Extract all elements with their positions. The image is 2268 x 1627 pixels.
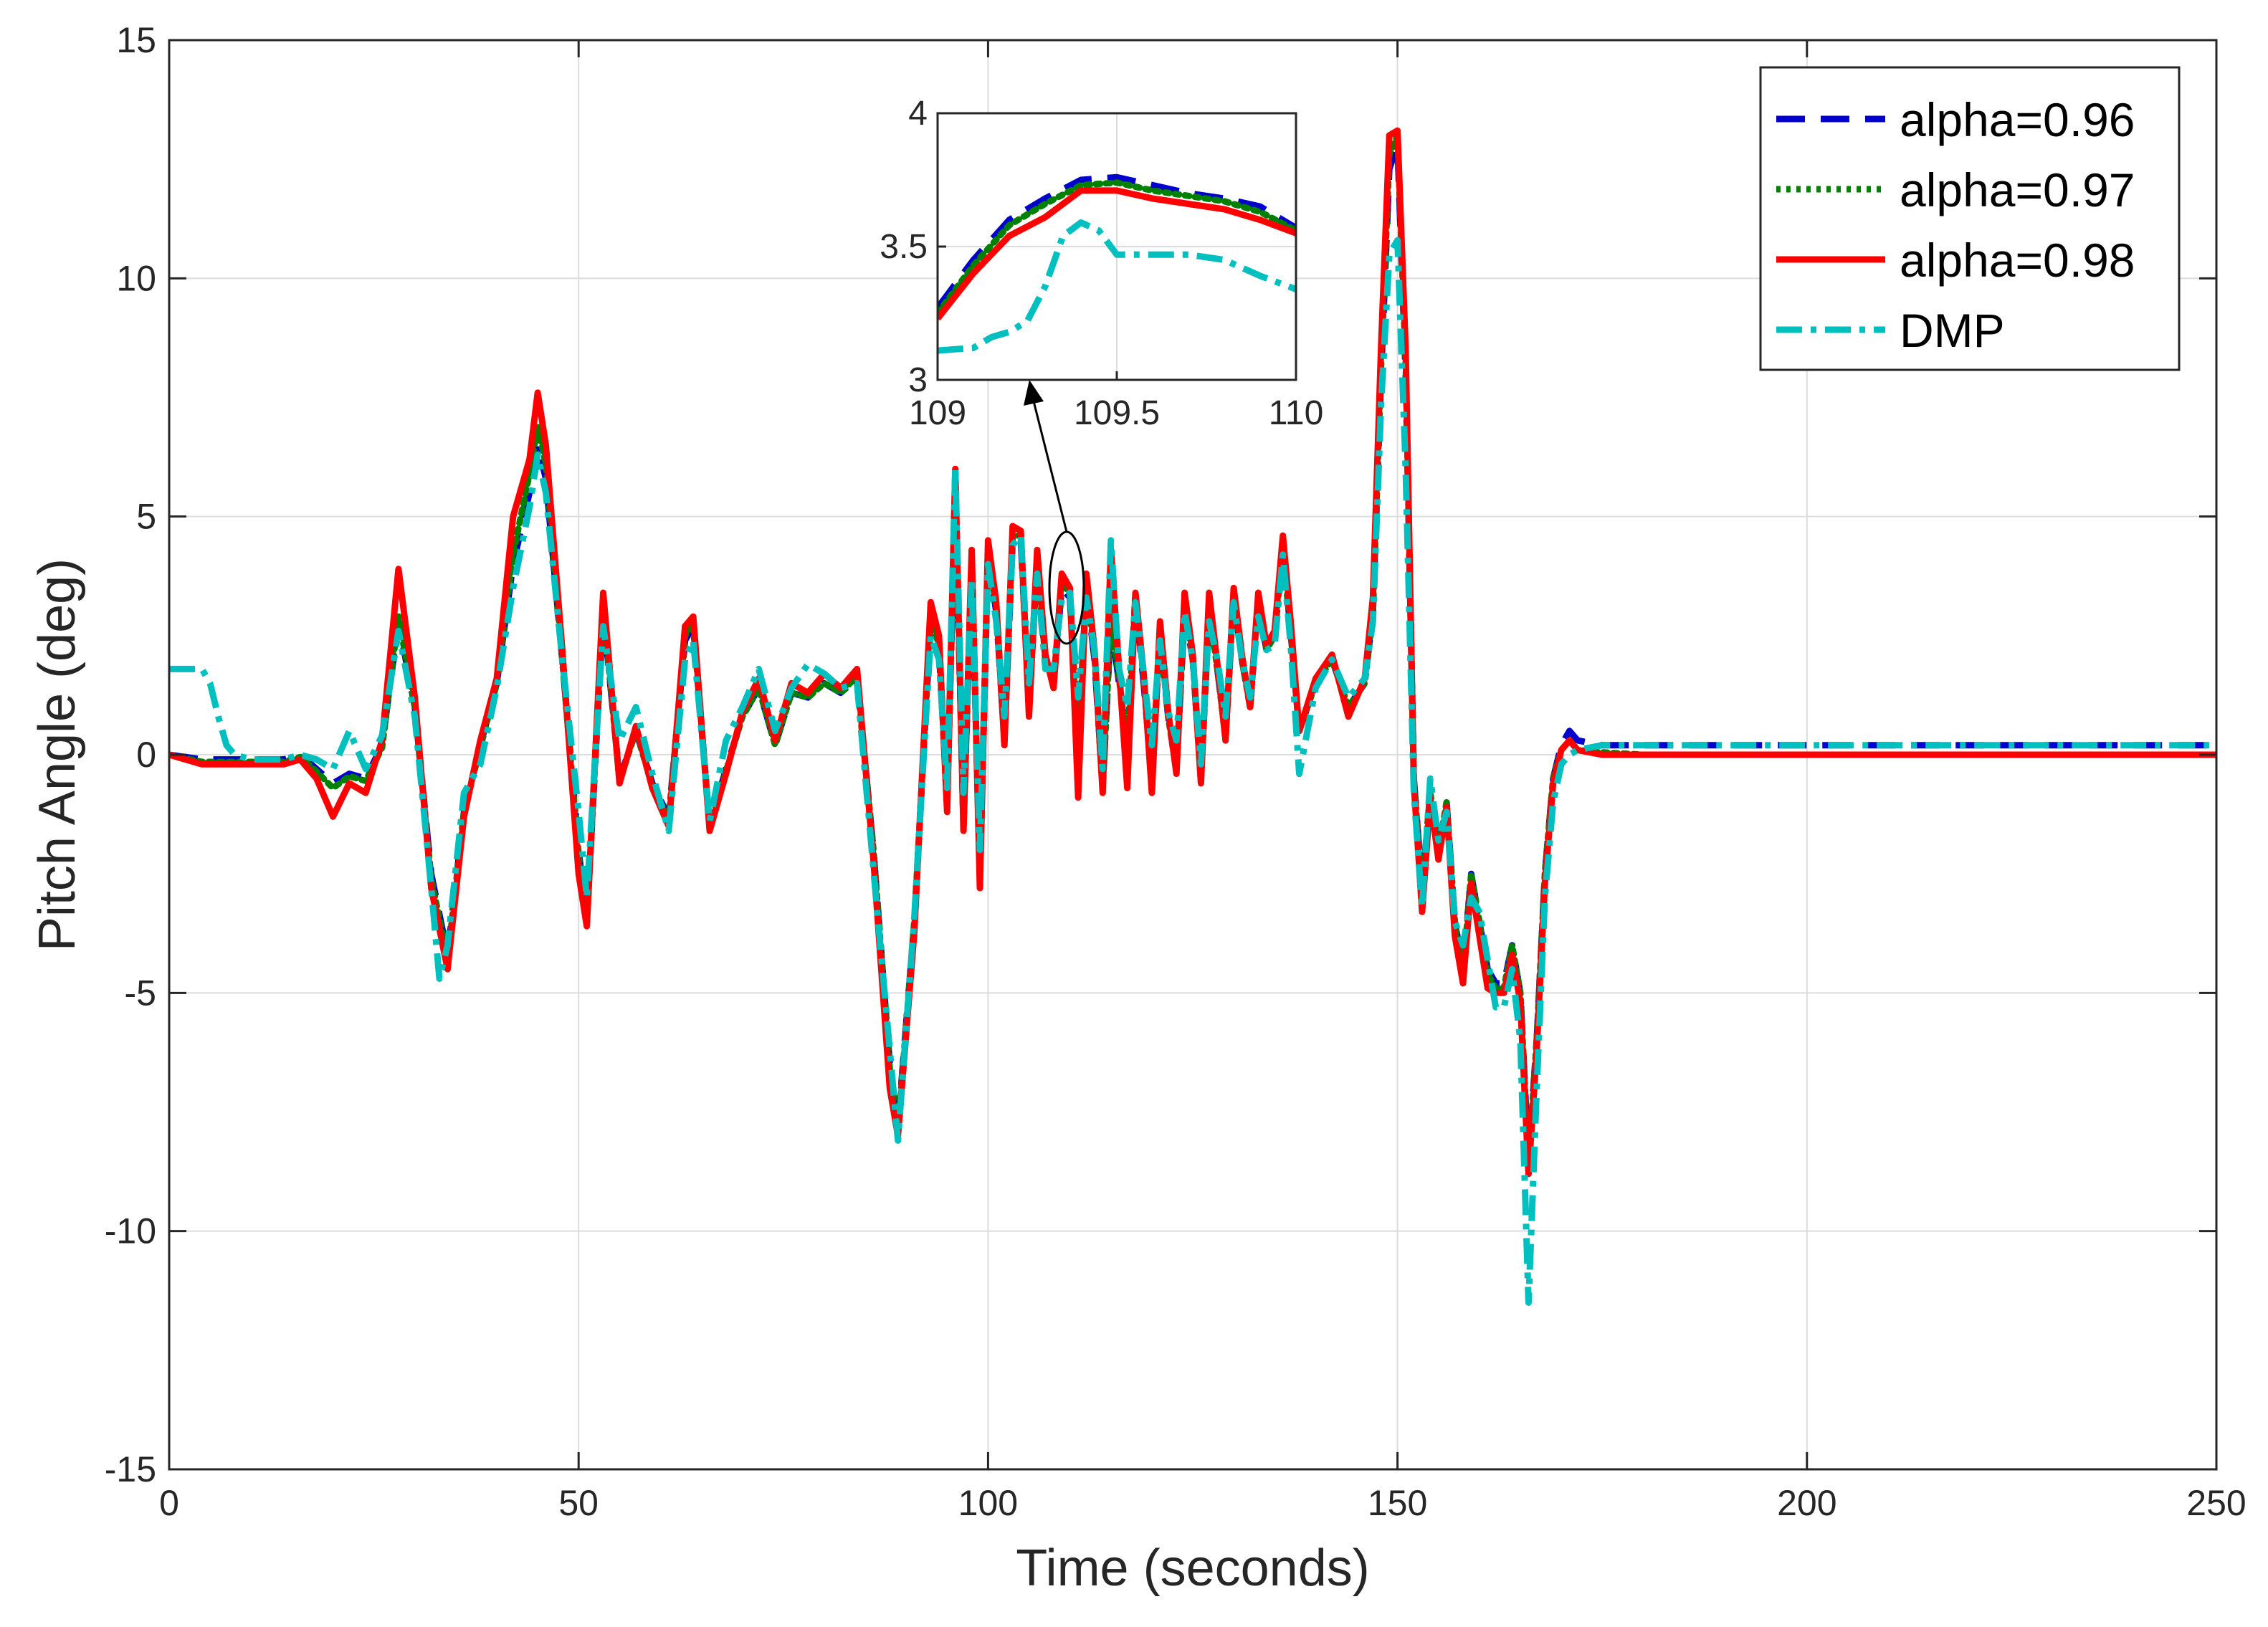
- y-tick-label: 0: [136, 735, 156, 775]
- x-tick-label: 100: [958, 1483, 1018, 1523]
- y-tick-label: -10: [105, 1211, 156, 1251]
- y-axis-label: Pitch Angle (deg): [29, 558, 86, 951]
- inset-series-line-3: [938, 219, 1296, 354]
- ticks: [168, 39, 2218, 1471]
- x-axis-label: Time (seconds): [1016, 1540, 1369, 1597]
- x-tick-label: 200: [1777, 1483, 1836, 1523]
- legend: alpha=0.96 alpha=0.97 alpha=0.98 DMP: [1759, 66, 2181, 371]
- legend-label-dmp: DMP: [1900, 304, 2005, 357]
- inset-series-line-0: [938, 173, 1296, 310]
- zoom-annotation: [1024, 380, 1085, 645]
- inset-y-tick-label: 3.5: [880, 228, 928, 266]
- inset-series-line-2: [938, 187, 1296, 321]
- x-tick-label: 150: [1368, 1483, 1427, 1523]
- inset-zoom: 109 109.5 110 3 3.5 4: [880, 95, 1323, 432]
- y-tick-label: 10: [116, 258, 156, 298]
- inset-x-tick-label: 109: [909, 394, 966, 432]
- inset-x-tick-label: 110: [1269, 394, 1324, 432]
- zoom-arrow-head: [1024, 380, 1044, 406]
- inset-series-line-1: [938, 179, 1296, 317]
- legend-label-alpha-097: alpha=0.97: [1900, 163, 2135, 216]
- inset-x-tick-label: 109.5: [1074, 394, 1160, 432]
- x-tick-label: 250: [2186, 1483, 2246, 1523]
- legend-label-alpha-096: alpha=0.96: [1900, 93, 2135, 146]
- inset-y-tick-label: 3: [908, 361, 928, 399]
- y-tick-label: -15: [105, 1449, 156, 1489]
- inset-tick-labels: 109 109.5 110 3 3.5 4: [880, 95, 1323, 432]
- y-tick-label: -5: [125, 973, 156, 1013]
- legend-label-alpha-098: alpha=0.98: [1900, 234, 2135, 287]
- y-tick-label: 15: [116, 20, 156, 60]
- x-tick-label: 50: [558, 1483, 599, 1523]
- inset-y-tick-label: 4: [908, 95, 928, 133]
- tick-labels: 0 50 100 150 200 250 -15 -10 -5 0 5 10 15: [105, 20, 2246, 1523]
- y-tick-label: 5: [136, 497, 156, 537]
- series-line-dmp: [169, 237, 2216, 1306]
- inset-ticks: [936, 112, 1297, 381]
- series-group: [169, 127, 2216, 1306]
- inset-series-group: [938, 173, 1296, 354]
- x-tick-label: 0: [159, 1483, 179, 1523]
- zoom-arrow-line: [1032, 401, 1068, 533]
